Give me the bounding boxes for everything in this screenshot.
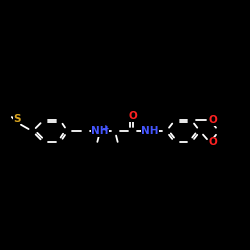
Text: S: S <box>13 114 21 124</box>
Text: O: O <box>208 138 218 147</box>
Text: +: + <box>102 124 109 133</box>
Text: O: O <box>128 111 137 121</box>
Text: O: O <box>208 115 218 125</box>
Text: NH: NH <box>141 126 159 136</box>
Text: NH: NH <box>91 126 109 136</box>
